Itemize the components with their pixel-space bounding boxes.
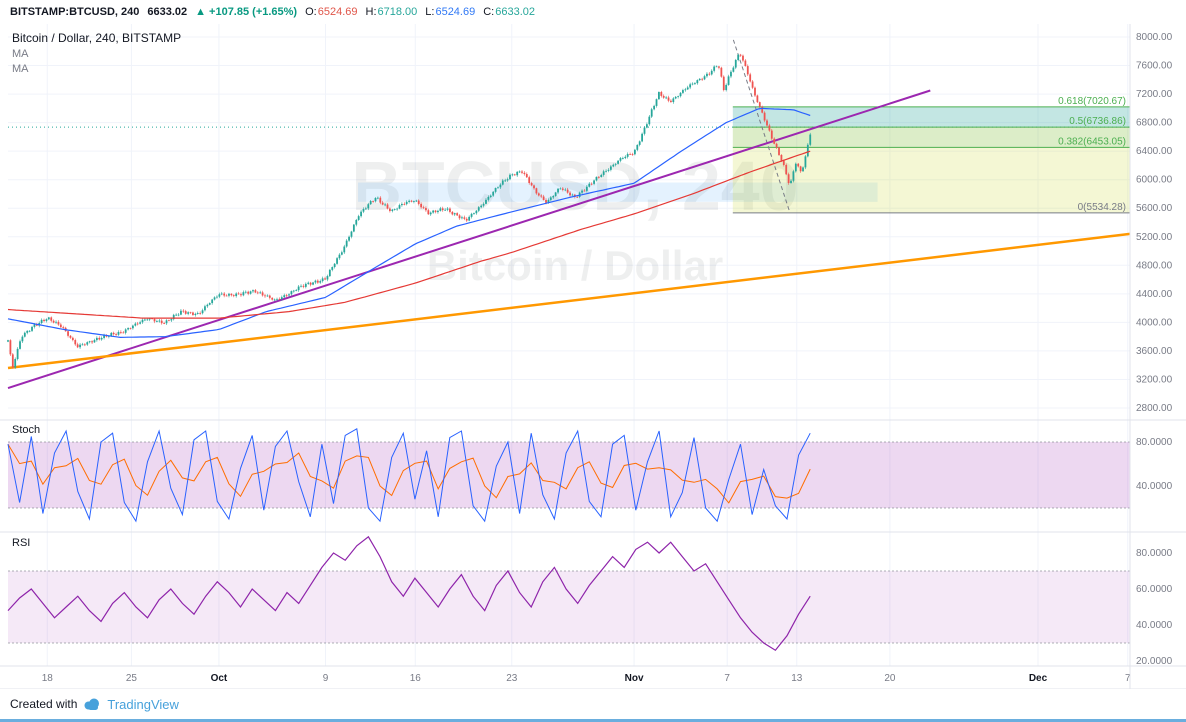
trendline-orange (7, 232, 1131, 370)
fib-retracement: 0.618(7020.67) 0.5(6736.86) 0.382(6453.05)… (8, 39, 1130, 214)
trendline-purple (7, 89, 931, 389)
last-price: 6633.02 (147, 6, 188, 18)
svg-text:40.0000: 40.0000 (1136, 481, 1173, 492)
price-axis: 8000.00 7600.00 7200.00 6800.00 6400.00 6000.… (1136, 32, 1173, 667)
svg-text:18: 18 (42, 673, 54, 684)
rsi-panel-label[interactable]: RSI (12, 537, 31, 549)
chart-legend: Bitcoin / Dollar, 240, BITSTAMP MA MA (12, 31, 181, 75)
svg-text:4800.00: 4800.00 (1136, 260, 1173, 271)
svg-text:60.0000: 60.0000 (1136, 584, 1173, 595)
svg-text:80.0000: 80.0000 (1136, 437, 1173, 448)
footer: Created with TradingView (0, 689, 1186, 719)
svg-text:2800.00: 2800.00 (1136, 403, 1173, 414)
svg-text:Dec: Dec (1029, 673, 1048, 684)
legend-indicator-ma2[interactable]: MA (12, 63, 29, 75)
ohlc-statusbar: BITSTAMP:BTCUSD, 240 6633.02 ▲ +107.85 (+… (0, 0, 1186, 24)
grid-layer (8, 24, 1130, 666)
panel-divider-stoch[interactable] (0, 417, 1130, 423)
svg-text:7200.00: 7200.00 (1136, 89, 1173, 100)
svg-text:25: 25 (126, 673, 138, 684)
svg-text:6400.00: 6400.00 (1136, 146, 1173, 157)
svg-text:7600.00: 7600.00 (1136, 61, 1173, 72)
svg-text:5200.00: 5200.00 (1136, 232, 1173, 243)
svg-text:23: 23 (506, 673, 518, 684)
svg-text:16: 16 (410, 673, 422, 684)
candles-layer (7, 53, 812, 369)
svg-text:80.0000: 80.0000 (1136, 548, 1173, 559)
ma-slow-line (7, 150, 811, 319)
svg-text:9: 9 (323, 673, 329, 684)
svg-text:Oct: Oct (211, 673, 228, 684)
legend-symbol-title[interactable]: Bitcoin / Dollar, 240, BITSTAMP (12, 31, 182, 45)
svg-text:20.0000: 20.0000 (1136, 656, 1173, 667)
time-axis-labels: 18 25 Oct 9 16 23 Nov 7 13 20 Dec 7 (42, 673, 1131, 684)
svg-text:3600.00: 3600.00 (1136, 346, 1173, 357)
ohlc-high: H: 6718.00 (365, 6, 418, 18)
svg-text:20: 20 (884, 673, 896, 684)
svg-text:40.0000: 40.0000 (1136, 620, 1173, 631)
stoch-panel-label[interactable]: Stoch (12, 424, 41, 436)
ohlc-low: L: 6524.69 (425, 6, 476, 18)
svg-text:Nov: Nov (625, 673, 644, 684)
panel-divider-rsi[interactable] (0, 529, 1130, 535)
watermark: BTCUSD, 240 Bitcoin / Dollar (351, 147, 798, 289)
ohlc-open: O: 6524.69 (305, 6, 358, 18)
svg-text:Bitcoin / Dollar: Bitcoin / Dollar (427, 242, 723, 289)
svg-text:3200.00: 3200.00 (1136, 374, 1173, 385)
time-scale[interactable] (0, 666, 1130, 689)
svg-text:4400.00: 4400.00 (1136, 289, 1173, 300)
tradingview-logo-icon[interactable] (82, 697, 102, 711)
svg-text:0(5534.28): 0(5534.28) (1078, 202, 1126, 213)
bottom-accent-bar (0, 719, 1186, 722)
change-text: +107.85 (+1.65%) (209, 6, 298, 18)
svg-text:7: 7 (1125, 673, 1131, 684)
svg-text:6800.00: 6800.00 (1136, 118, 1173, 129)
svg-text:5600.00: 5600.00 (1136, 203, 1173, 214)
stoch-panel (7, 428, 1130, 523)
tradingview-link[interactable]: TradingView (107, 696, 179, 712)
up-arrow-icon: ▲ (195, 6, 207, 18)
ohlc-values: O: 6524.69 H: 6718.00 L: 6524.69 C: 6633.02 (305, 6, 535, 18)
stoch-k-line (7, 428, 811, 523)
svg-text:6000.00: 6000.00 (1136, 175, 1173, 186)
svg-text:BTCUSD, 240: BTCUSD, 240 (351, 147, 798, 225)
svg-text:8000.00: 8000.00 (1136, 32, 1173, 43)
svg-text:4000.00: 4000.00 (1136, 317, 1173, 328)
rsi-panel (7, 535, 1130, 651)
ma-fast-line (7, 107, 811, 339)
svg-text:13: 13 (791, 673, 803, 684)
svg-text:0.382(6453.05): 0.382(6453.05) (1058, 136, 1126, 147)
price-scale[interactable] (1130, 24, 1186, 689)
legend-indicator-ma1[interactable]: MA (12, 48, 29, 60)
price-change: ▲ +107.85 (+1.65%) (195, 6, 297, 18)
svg-text:7: 7 (724, 673, 730, 684)
symbol-title[interactable]: BITSTAMP:BTCUSD, 240 (10, 6, 140, 18)
rsi-line (7, 535, 811, 651)
svg-text:0.618(7020.67): 0.618(7020.67) (1058, 96, 1126, 107)
svg-text:0.5(6736.86): 0.5(6736.86) (1069, 116, 1126, 127)
created-with-text: Created with (10, 697, 78, 711)
ohlc-close: C: 6633.02 (483, 6, 535, 18)
